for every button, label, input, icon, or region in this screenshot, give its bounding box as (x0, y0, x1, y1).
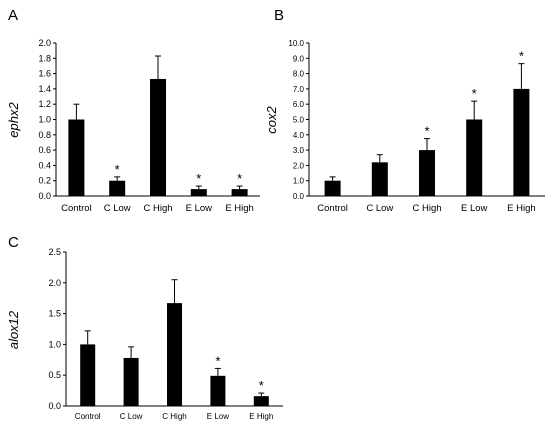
panel-c-bar (210, 375, 226, 406)
panel-b-y-tick-label: 4.0 (293, 131, 305, 140)
panel-a-y-tick-label: 0.6 (38, 145, 51, 155)
panel-a-significance-mark: * (237, 171, 242, 186)
panel-c-bar (123, 357, 139, 406)
panel-c-bar (80, 344, 96, 406)
panel-b-bar (466, 119, 483, 196)
panel-a-y-tick-label: 0.2 (38, 176, 51, 186)
panel-b-category-label: E Low (461, 203, 488, 214)
panel-b-category-label: C High (412, 203, 441, 214)
panel-a-y-tick-label: 1.2 (38, 99, 51, 109)
panel-c-y-axis-label: alox12 (6, 310, 21, 349)
panel-a-bar (231, 189, 248, 196)
panel-a-y-axis-label: ephx2 (6, 102, 21, 138)
panel-a-y-tick-label: 1.8 (38, 53, 51, 63)
panel-a-bar (68, 119, 85, 196)
panel-b-significance-mark: * (472, 86, 477, 101)
panel-a-y-tick-label: 1.6 (38, 69, 51, 79)
panel-a-y-tick-label: 0.0 (38, 191, 51, 201)
panel-b-y-tick-label: 6.0 (293, 100, 305, 109)
panel-c-category-label: Control (75, 412, 101, 421)
panel-b-y-tick-label: 2.0 (293, 161, 305, 170)
panel-a-category-label: E High (225, 203, 254, 214)
panel-a-significance-mark: * (196, 171, 201, 186)
panel-c-category-label: C High (162, 412, 186, 421)
panel-c-category-label: E Low (207, 412, 229, 421)
panel-b-significance-mark: * (424, 124, 429, 139)
panel-b-category-label: C Low (366, 203, 393, 214)
panel-a-y-tick-label: 0.8 (38, 130, 51, 140)
panel-c-y-tick-label: 2.5 (48, 247, 61, 257)
panel-c-y-tick-label: 1.0 (48, 339, 61, 349)
panel-b-bar (419, 150, 435, 196)
panel-a-y-tick-label: 1.4 (38, 84, 51, 94)
panel-c-bar (253, 396, 269, 406)
panel-c-significance-mark: * (215, 353, 220, 368)
panel-c-y-tick-label: 0.0 (48, 401, 61, 411)
panel-a-category-label: C Low (104, 203, 131, 214)
panel-c-y-tick-label: 2.0 (48, 278, 61, 288)
panel-c-bar (167, 303, 182, 406)
panel-a-letter: A (8, 7, 18, 24)
panel-c-significance-mark: * (259, 378, 264, 393)
panel-a-significance-mark: * (115, 162, 120, 177)
panel-a-y-tick-label: 1.0 (38, 115, 51, 125)
panel-b-y-tick-label: 8.0 (293, 70, 305, 79)
panel-b-y-tick-label: 10.0 (288, 39, 304, 48)
panel-b-bar (513, 88, 530, 196)
panel-b-category-label: E High (507, 203, 536, 214)
panel-b-y-tick-label: 5.0 (293, 116, 305, 125)
panel-c-y-tick-label: 1.5 (48, 309, 61, 319)
panel-b-letter: B (274, 7, 284, 24)
panel-b-y-axis-label: cox2 (264, 106, 279, 134)
panel-c-category-label: C Low (120, 412, 143, 421)
panel-b-y-tick-label: 9.0 (293, 54, 305, 63)
panel-c-letter: C (8, 234, 19, 251)
panel-b-category-label: Control (317, 203, 348, 214)
panel-a-y-tick-label: 2.0 (38, 38, 51, 48)
panel-a-bar (109, 180, 126, 196)
panel-c-category-label: E High (249, 412, 273, 421)
panel-a-bar (150, 78, 166, 196)
panel-b-significance-mark: * (519, 49, 524, 64)
panel-b-y-tick-label: 7.0 (293, 85, 305, 94)
panel-a-y-tick-label: 0.4 (38, 160, 51, 170)
panel-b-bar (324, 180, 341, 196)
panel-b-y-tick-label: 0.0 (293, 192, 305, 201)
panel-a-bar (190, 189, 207, 196)
panel-b-bar (371, 162, 388, 196)
panel-a-category-label: Control (61, 203, 92, 214)
panel-c-y-tick-label: 0.5 (48, 370, 61, 380)
panel-b-y-tick-label: 3.0 (293, 146, 305, 155)
panel-a-category-label: C High (143, 203, 172, 214)
panel-b-y-tick-label: 1.0 (293, 177, 305, 186)
panel-a-category-label: E Low (186, 203, 213, 214)
